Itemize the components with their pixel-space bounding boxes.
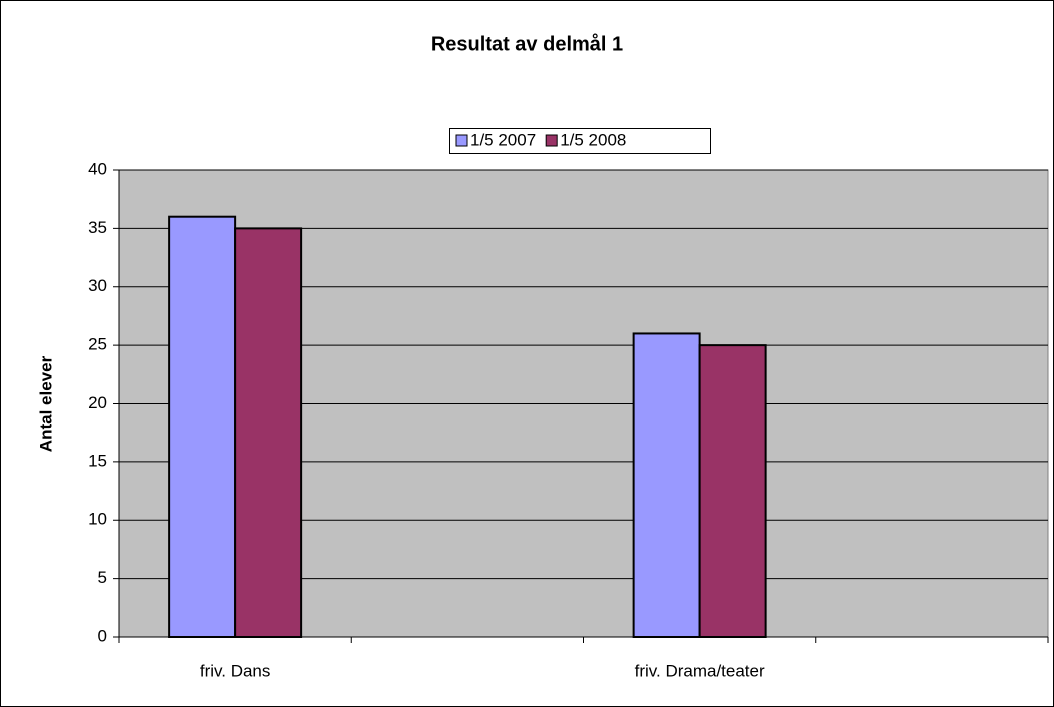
legend-swatch: [545, 134, 558, 147]
legend-label: 1/5 2007: [470, 130, 536, 149]
bar: [698, 344, 767, 638]
x-tick-label: friv. Dans: [200, 661, 271, 680]
y-tick-label: 30: [88, 276, 107, 295]
y-tick-label: 20: [88, 393, 107, 412]
chart-title: Resultat av delmål 1: [431, 32, 623, 55]
y-tick-label: 25: [88, 335, 107, 354]
bar: [234, 227, 303, 638]
legend-label: 1/5 2008: [560, 130, 626, 149]
y-tick-label: 0: [98, 626, 107, 645]
legend-swatch: [455, 134, 468, 147]
y-tick-label: 35: [88, 218, 107, 237]
y-tick-label: 40: [88, 159, 107, 178]
y-axis-label: Antal elever: [36, 355, 55, 452]
x-tick-label: friv. Drama/teater: [635, 661, 765, 680]
y-tick-label: 15: [88, 451, 107, 470]
y-tick-label: 10: [88, 510, 107, 529]
bar: [168, 215, 237, 638]
bar: [632, 332, 701, 638]
y-tick-label: 5: [98, 568, 107, 587]
legend-box: [449, 128, 711, 154]
